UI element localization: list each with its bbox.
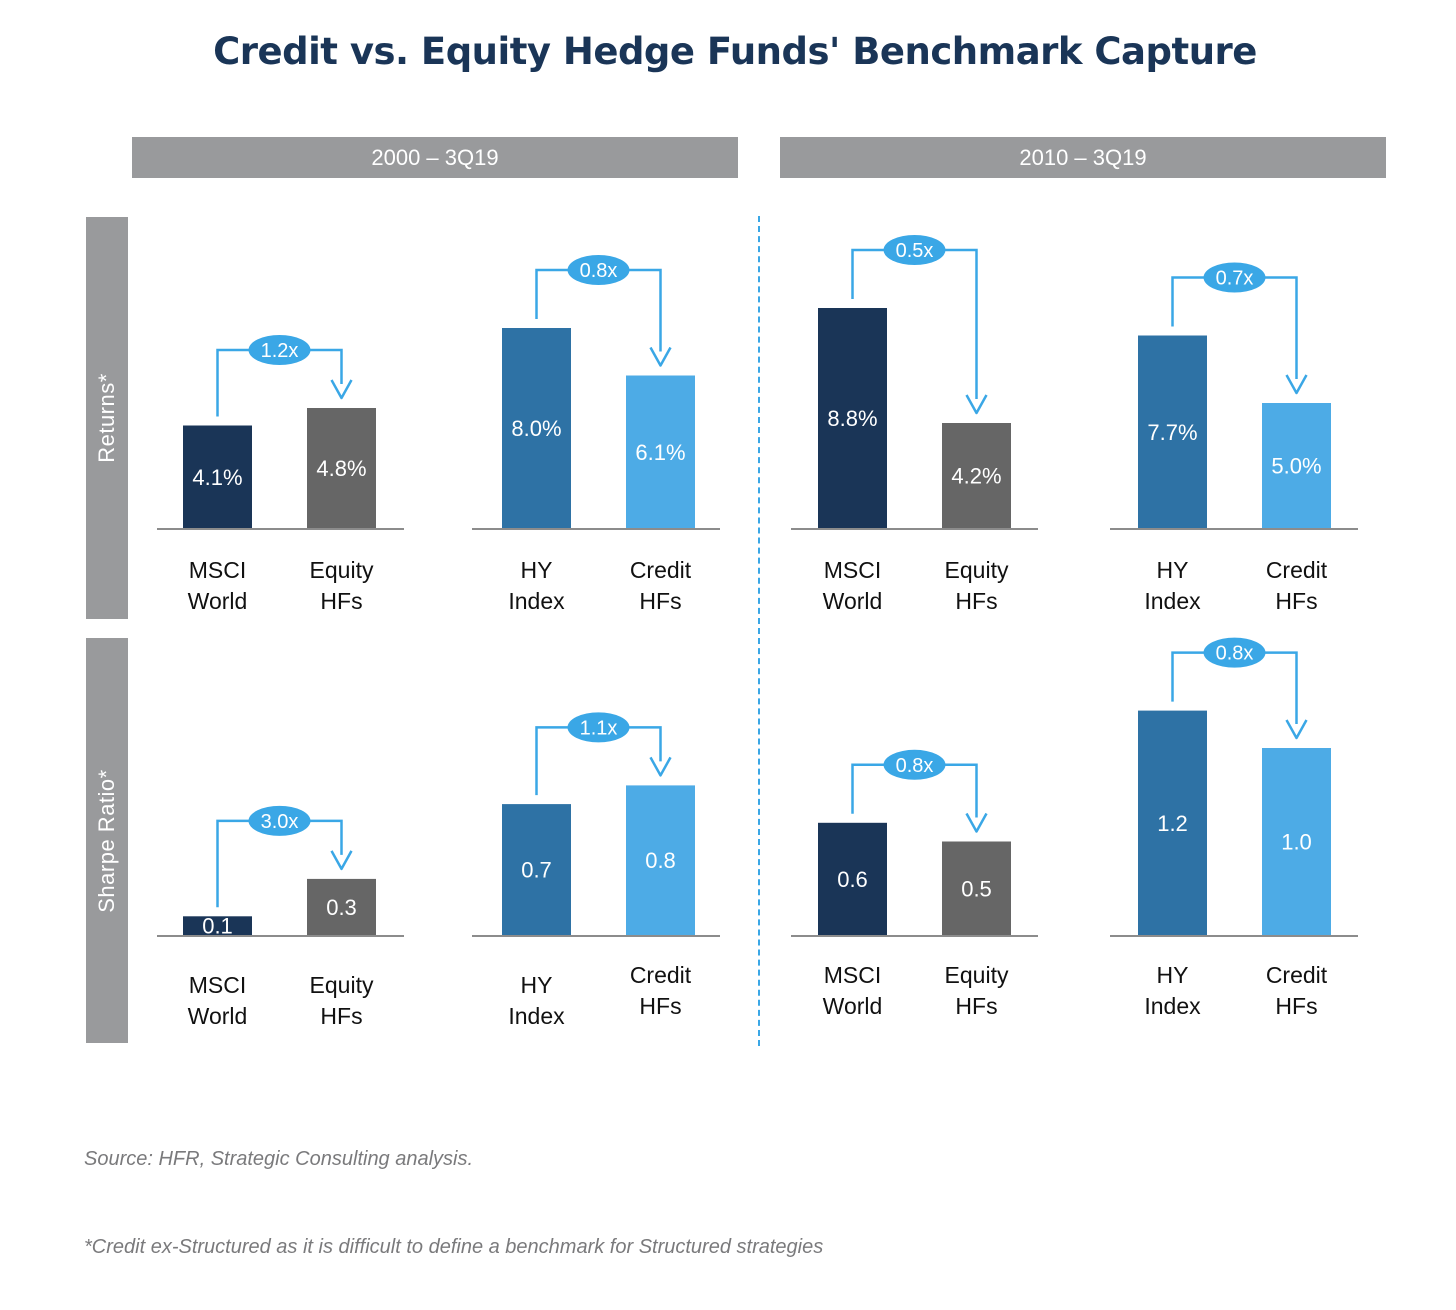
- capture-ratio-label: 0.8x: [1216, 643, 1254, 665]
- bar-value-label: 0.5: [961, 876, 992, 901]
- footnote: *Credit ex-Structured as it is difficult…: [84, 1236, 824, 1258]
- category-label: Index: [1144, 588, 1201, 614]
- bar: [183, 916, 252, 935]
- bar-value-label: 8.0%: [511, 416, 561, 441]
- category-label: Equity: [310, 557, 374, 583]
- category-label: Equity: [945, 962, 1009, 988]
- category-label: HY: [521, 557, 553, 583]
- category-label: HFs: [639, 993, 681, 1019]
- capture-badge: [1203, 262, 1266, 293]
- category-label: HY: [521, 972, 553, 998]
- category-label: Index: [508, 588, 565, 614]
- capture-badge: [248, 335, 311, 365]
- capture-ratio-label: 3.0x: [261, 811, 299, 833]
- bar-value-label: 0.3: [326, 895, 357, 920]
- bar: [307, 408, 376, 528]
- capture-badge: [883, 749, 946, 780]
- capture-badge: [567, 712, 630, 743]
- capture-ratio-label: 0.7x: [1216, 268, 1254, 290]
- category-label: HFs: [320, 1003, 362, 1029]
- capture-badge: [248, 805, 311, 836]
- bar-value-label: 0.6: [837, 867, 868, 892]
- bar-value-label: 6.1%: [635, 440, 685, 465]
- category-label: World: [188, 588, 248, 614]
- bar-value-label: 1.0: [1281, 830, 1312, 855]
- bar-value-label: 4.2%: [951, 464, 1001, 489]
- category-label: HFs: [1275, 993, 1317, 1019]
- capture-ratio-label: 0.5x: [896, 240, 934, 262]
- category-label: HY: [1157, 557, 1189, 583]
- bar-value-label: 7.7%: [1147, 420, 1197, 445]
- capture-ratio-label: 1.2x: [261, 340, 299, 362]
- category-label: Index: [508, 1003, 565, 1029]
- category-label: Credit: [1266, 557, 1328, 583]
- bar-value-label: 5.0%: [1271, 454, 1321, 479]
- bar: [942, 841, 1011, 935]
- category-label: Equity: [945, 557, 1009, 583]
- bar-value-label: 0.7: [521, 858, 552, 883]
- bar: [1138, 335, 1207, 528]
- arrow-head-icon: [1285, 719, 1308, 740]
- bar: [818, 822, 887, 935]
- bar-value-label: 4.8%: [316, 456, 366, 481]
- bar-value-label: 1.2: [1157, 811, 1188, 836]
- category-label: World: [188, 1003, 248, 1029]
- period-divider: [758, 216, 760, 1046]
- bar: [1262, 748, 1331, 935]
- arrow-head-icon: [965, 812, 988, 833]
- category-label: HFs: [639, 588, 681, 614]
- category-label: MSCI: [189, 972, 247, 998]
- category-label: MSCI: [824, 962, 882, 988]
- capture-badge: [883, 235, 946, 265]
- capture-badge: [1203, 637, 1266, 668]
- source-note: Source: HFR, Strategic Consulting analys…: [84, 1148, 474, 1170]
- period-header-2000: 2000 – 3Q19: [132, 137, 738, 178]
- category-label: Equity: [310, 972, 374, 998]
- period-header-2010: 2010 – 3Q19: [780, 137, 1386, 178]
- category-label: Credit: [630, 962, 692, 988]
- arrow-head-icon: [330, 379, 353, 400]
- arrow-head-icon: [649, 346, 672, 367]
- category-label: HFs: [320, 588, 362, 614]
- bar-value-label: 8.8%: [827, 406, 877, 431]
- bar: [818, 308, 887, 528]
- bar: [626, 785, 695, 935]
- bar: [307, 878, 376, 935]
- bar-value-label: 0.8: [645, 848, 676, 873]
- category-label: Credit: [1266, 962, 1328, 988]
- arrow-head-icon: [330, 850, 353, 871]
- category-label: World: [823, 993, 883, 1019]
- row-header-returns: Returns*: [86, 217, 128, 619]
- category-label: MSCI: [824, 557, 882, 583]
- capture-badge: [567, 255, 630, 285]
- category-label: MSCI: [189, 557, 247, 583]
- row-header-sharpe: Sharpe Ratio*: [86, 638, 128, 1043]
- category-label: HFs: [955, 993, 997, 1019]
- capture-ratio-label: 0.8x: [580, 260, 618, 282]
- bar: [1138, 710, 1207, 935]
- category-label: HFs: [955, 588, 997, 614]
- bar: [502, 804, 571, 935]
- category-label: Index: [1144, 993, 1201, 1019]
- bar: [626, 375, 695, 528]
- arrow-head-icon: [649, 756, 672, 777]
- category-label: HY: [1157, 962, 1189, 988]
- bar-value-label: 4.1%: [192, 465, 242, 490]
- category-label: HFs: [1275, 588, 1317, 614]
- bar: [942, 423, 1011, 528]
- arrow-head-icon: [1285, 374, 1308, 395]
- bar: [502, 328, 571, 528]
- capture-ratio-label: 0.8x: [896, 755, 934, 777]
- arrow-head-icon: [965, 394, 988, 415]
- category-label: World: [823, 588, 883, 614]
- category-label: Credit: [630, 557, 692, 583]
- capture-ratio-label: 1.1x: [580, 717, 618, 739]
- bar-value-label: 0.1: [202, 914, 233, 939]
- bar: [183, 425, 252, 528]
- chart-title: Credit vs. Equity Hedge Funds' Benchmark…: [213, 30, 1257, 73]
- bar: [1262, 403, 1331, 528]
